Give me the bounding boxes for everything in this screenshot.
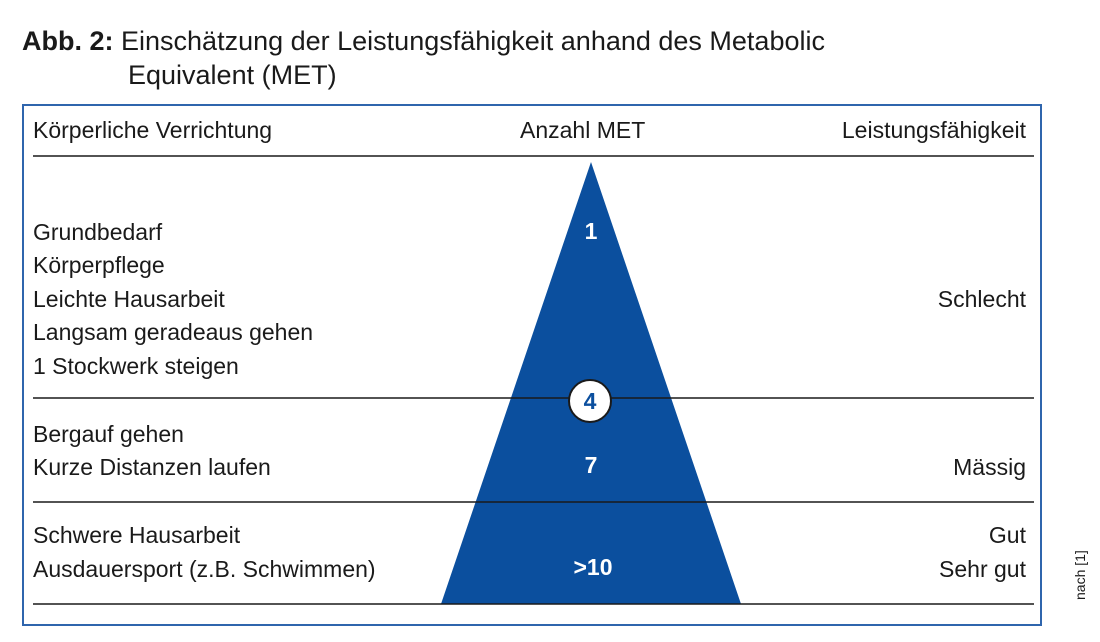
activity-item: Körperpflege xyxy=(33,252,165,278)
met-value-1: 1 xyxy=(584,218,598,244)
capacity-label: Gut xyxy=(988,522,1026,548)
title-text-2: Equivalent (MET) xyxy=(128,60,337,90)
header-capacity: Leistungsfähigkeit xyxy=(841,117,1026,143)
header-activity: Körperliche Verrichtung xyxy=(33,117,273,143)
capacity-label: Schlecht xyxy=(937,286,1026,312)
activity-item: Grundbedarf xyxy=(33,219,163,245)
activity-item: Langsam geradeaus gehen xyxy=(33,319,314,345)
met-value-10: >10 xyxy=(573,554,613,580)
header-met: Anzahl MET xyxy=(520,117,646,143)
activity-item: Ausdauersport (z.B. Schwimmen) xyxy=(33,556,376,582)
activity-item: Kurze Distanzen laufen xyxy=(33,454,271,480)
title-line-1: Abb. 2: Einschätzung der Leistungsfähigk… xyxy=(22,24,825,58)
activity-item: Leichte Hausarbeit xyxy=(33,286,225,312)
diagram-frame xyxy=(22,104,1042,626)
title-text-1: Einschätzung der Leistungsfähigkeit anha… xyxy=(121,26,825,56)
activity-item: Bergauf gehen xyxy=(33,421,184,447)
figure-label: Abb. 2: xyxy=(22,26,114,56)
source-note: nach [1] xyxy=(1072,550,1088,600)
met-value-7: 7 xyxy=(584,452,598,478)
activity-item: Schwere Hausarbeit xyxy=(33,522,241,548)
met-threshold-marker: 4 xyxy=(568,379,612,423)
activity-item: 1 Stockwerk steigen xyxy=(33,353,239,379)
capacity-label: Mässig xyxy=(953,454,1026,480)
capacity-label: Sehr gut xyxy=(939,556,1026,582)
